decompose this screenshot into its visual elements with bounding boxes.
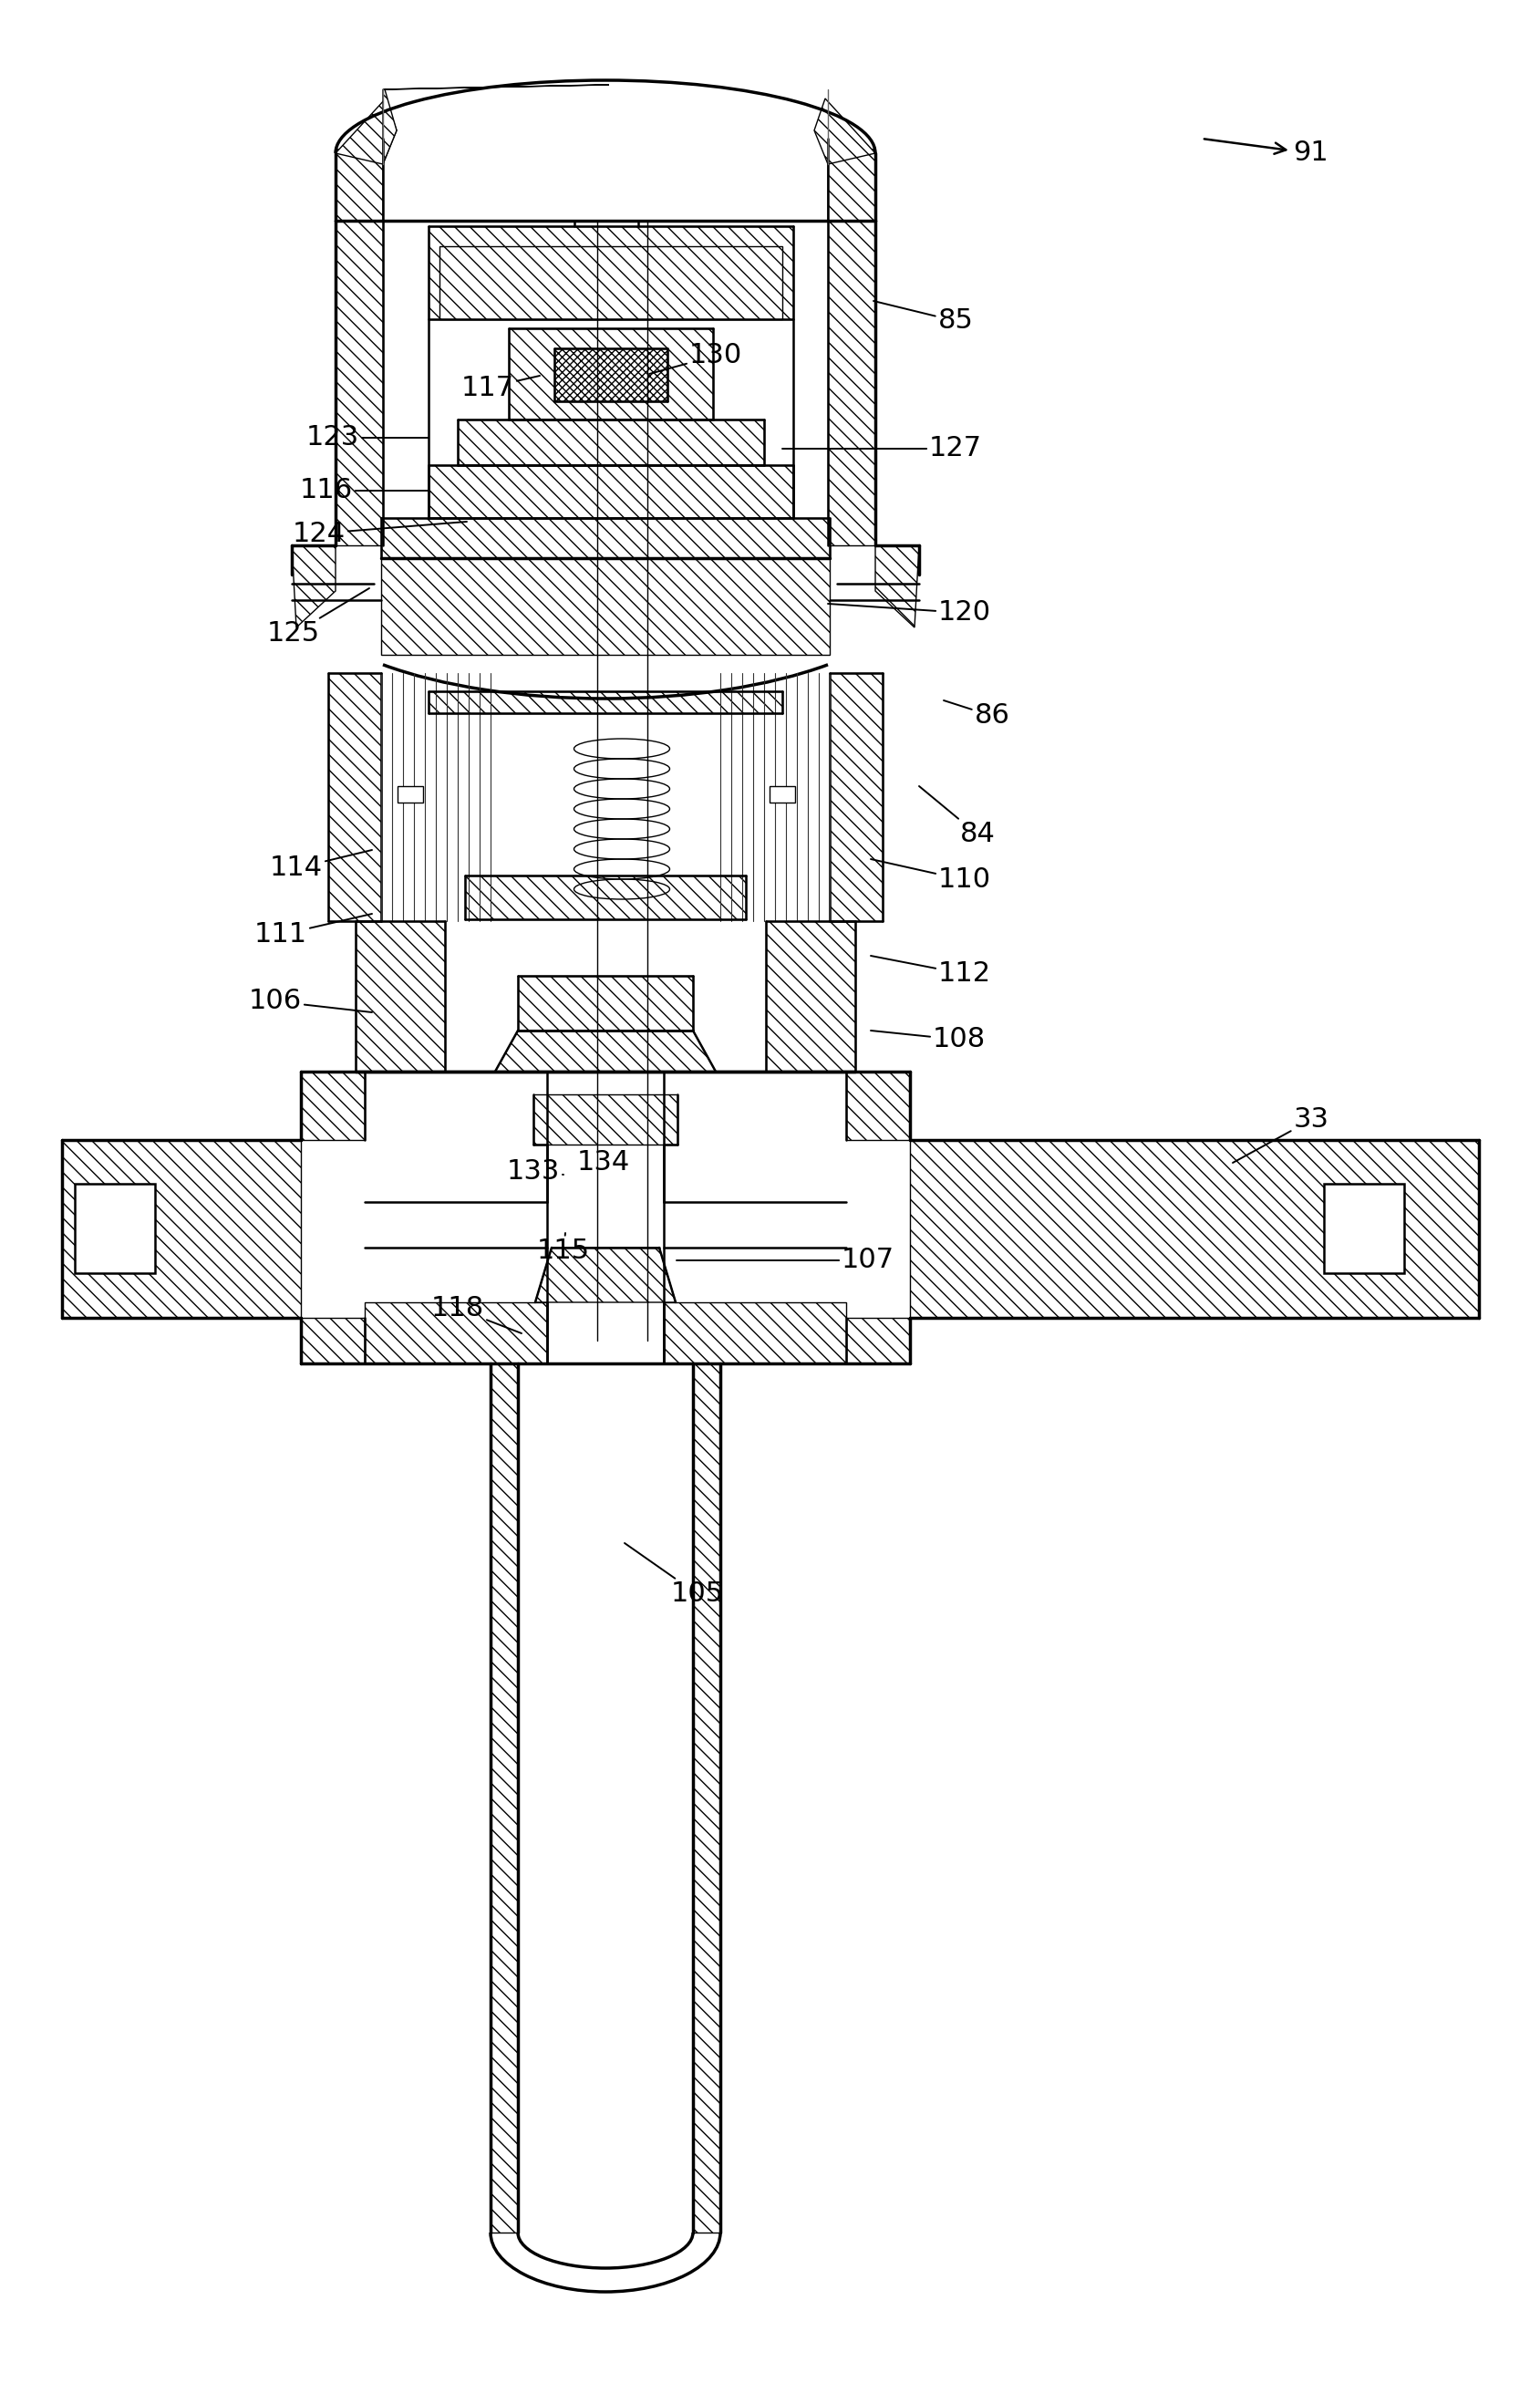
Polygon shape bbox=[291, 546, 336, 627]
Text: 108: 108 bbox=[870, 1027, 986, 1053]
Text: 107: 107 bbox=[676, 1248, 895, 1274]
Polygon shape bbox=[508, 329, 713, 421]
Text: 33: 33 bbox=[1232, 1106, 1327, 1164]
Polygon shape bbox=[664, 1303, 845, 1363]
Polygon shape bbox=[457, 421, 764, 464]
Text: 127: 127 bbox=[782, 435, 981, 462]
Polygon shape bbox=[845, 1317, 910, 1363]
Polygon shape bbox=[328, 673, 380, 921]
Text: 125: 125 bbox=[266, 589, 370, 647]
Text: 86: 86 bbox=[942, 700, 1009, 728]
Polygon shape bbox=[336, 221, 383, 546]
Text: 124: 124 bbox=[293, 519, 467, 546]
Bar bbox=[1323, 1183, 1403, 1274]
Text: 123: 123 bbox=[306, 426, 428, 452]
Polygon shape bbox=[62, 1139, 300, 1317]
Text: 106: 106 bbox=[249, 988, 371, 1014]
Polygon shape bbox=[336, 149, 383, 221]
Polygon shape bbox=[517, 976, 693, 1031]
Polygon shape bbox=[336, 99, 396, 163]
Polygon shape bbox=[428, 226, 793, 320]
Text: 120: 120 bbox=[827, 599, 990, 625]
Polygon shape bbox=[428, 692, 782, 714]
Text: 111: 111 bbox=[254, 914, 371, 947]
Text: 91: 91 bbox=[1204, 139, 1327, 166]
Polygon shape bbox=[439, 245, 782, 320]
Text: 118: 118 bbox=[431, 1296, 521, 1334]
Bar bbox=[397, 786, 424, 803]
Polygon shape bbox=[693, 1363, 719, 2233]
Polygon shape bbox=[300, 1072, 365, 1139]
Polygon shape bbox=[383, 84, 608, 163]
Bar bbox=[75, 1183, 156, 1274]
Polygon shape bbox=[554, 349, 667, 401]
Polygon shape bbox=[827, 221, 875, 546]
Polygon shape bbox=[490, 1363, 517, 2233]
Polygon shape bbox=[829, 673, 882, 921]
Text: 117: 117 bbox=[460, 375, 539, 401]
Polygon shape bbox=[494, 1031, 715, 1072]
Text: 114: 114 bbox=[270, 851, 371, 882]
Polygon shape bbox=[827, 149, 875, 221]
Text: 110: 110 bbox=[870, 858, 990, 894]
Text: 112: 112 bbox=[870, 957, 990, 988]
Text: 134: 134 bbox=[576, 1149, 630, 1176]
Polygon shape bbox=[845, 1072, 910, 1139]
Text: 84: 84 bbox=[918, 786, 995, 849]
Text: 105: 105 bbox=[624, 1543, 724, 1608]
Polygon shape bbox=[465, 875, 745, 918]
Text: 130: 130 bbox=[648, 341, 742, 375]
Text: 133: 133 bbox=[507, 1159, 564, 1185]
Polygon shape bbox=[428, 464, 793, 517]
Polygon shape bbox=[910, 1139, 1478, 1317]
Polygon shape bbox=[356, 921, 445, 1072]
Text: 115: 115 bbox=[536, 1233, 590, 1265]
Text: 116: 116 bbox=[300, 478, 428, 505]
Polygon shape bbox=[365, 1303, 547, 1363]
Polygon shape bbox=[534, 1248, 675, 1303]
Polygon shape bbox=[875, 546, 918, 627]
Text: 85: 85 bbox=[873, 300, 973, 334]
Polygon shape bbox=[533, 1094, 678, 1144]
Polygon shape bbox=[380, 558, 829, 654]
Polygon shape bbox=[813, 99, 875, 163]
Polygon shape bbox=[380, 517, 829, 558]
Polygon shape bbox=[765, 921, 855, 1072]
Bar bbox=[768, 786, 795, 803]
Polygon shape bbox=[300, 1317, 365, 1363]
